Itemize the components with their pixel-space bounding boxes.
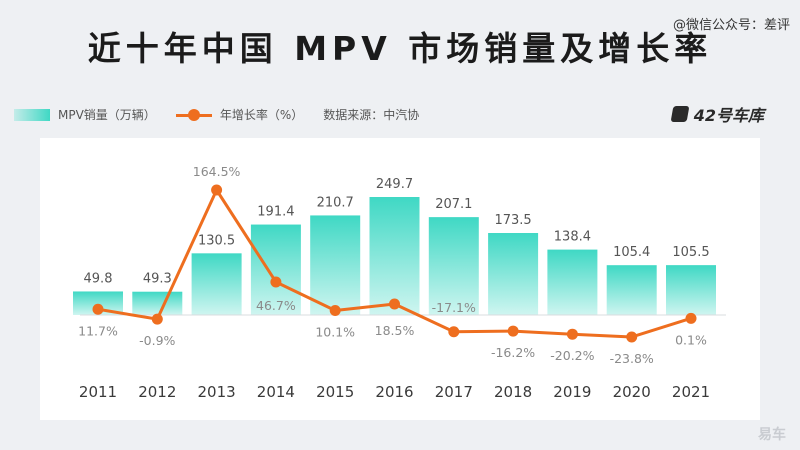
bar-2014 <box>250 224 301 315</box>
growth-value-label: 46.7% <box>256 298 296 313</box>
growth-value-label: 10.1% <box>315 325 355 340</box>
growth-value-label: 11.7% <box>78 323 118 338</box>
growth-point <box>507 325 519 337</box>
bar-2012 <box>132 291 183 315</box>
bar-value-label: 49.3 <box>143 272 172 287</box>
year-tick-label: 2014 <box>257 383 295 401</box>
bar-2015 <box>310 215 361 315</box>
legend-bar-label: MPV销量（万辆） <box>58 108 156 122</box>
bar-2011 <box>73 291 123 315</box>
growth-point <box>389 298 400 310</box>
legend-source: 数据来源：中汽协 <box>323 106 419 123</box>
growth-point <box>685 312 697 324</box>
bar-value-label: 210.7 <box>317 195 354 210</box>
legend-item-line: 年增长率（%） <box>175 106 304 123</box>
watermark-text: @微信公众号：差评 <box>672 18 790 33</box>
year-tick-label: 2021 <box>672 383 710 401</box>
growth-value-label: -0.9% <box>139 333 175 348</box>
year-tick-label: 2015 <box>316 383 354 401</box>
bar-value-label: 130.5 <box>198 233 235 248</box>
bar-2019 <box>547 249 598 315</box>
corner-logo: 易车 <box>758 427 786 443</box>
bar-2021 <box>666 265 716 315</box>
bar-2017 <box>428 217 479 315</box>
bar-value-label: 105.5 <box>672 245 709 260</box>
bar-swatch-icon <box>14 108 50 121</box>
year-tick-label: 2011 <box>79 383 117 401</box>
growth-point <box>270 276 282 288</box>
bar-2016 <box>369 197 420 315</box>
brand-logo: 42号车库 <box>670 102 764 126</box>
chart-panel: 49.8 2011 49.3 2012 130.5 2013 191.4 2014 210.7 2… <box>40 138 760 420</box>
year-tick-label: 2020 <box>613 383 651 401</box>
bar-2013 <box>191 253 242 315</box>
bar-value-label: 249.7 <box>376 177 413 192</box>
bar-value-label: 138.4 <box>554 230 591 245</box>
legend-line-label: 年增长率（%） <box>219 108 304 122</box>
bar-value-label: 173.5 <box>494 213 531 228</box>
growth-point <box>92 303 104 315</box>
legend-item-bar: MPV销量（万辆） <box>14 106 156 123</box>
brand-name: 42号车库 <box>693 106 764 125</box>
bar-2020 <box>606 265 657 315</box>
bar-value-label: 191.4 <box>257 205 294 220</box>
growth-value-label: 0.1% <box>675 332 707 347</box>
growth-value-label: -16.2% <box>491 345 535 360</box>
year-tick-label: 2018 <box>494 383 532 401</box>
year-tick-label: 2017 <box>435 383 473 401</box>
legend: MPV销量（万辆） 年增长率（%） 数据来源：中汽协 <box>14 106 431 123</box>
growth-value-label: -23.8% <box>610 351 654 366</box>
growth-point <box>151 313 163 325</box>
growth-point <box>448 326 460 338</box>
growth-value-label: 164.5% <box>193 164 241 179</box>
source-label: 数据来源：中汽协 <box>323 108 420 122</box>
bar-2018 <box>488 233 539 315</box>
year-tick-label: 2019 <box>553 383 591 401</box>
growth-point <box>626 331 638 343</box>
year-tick-label: 2012 <box>138 383 176 401</box>
line-swatch-icon <box>175 108 212 121</box>
bar-value-label: 105.4 <box>613 245 650 260</box>
year-tick-label: 2016 <box>375 383 413 401</box>
growth-value-label: -17.1% <box>432 300 476 315</box>
growth-value-label: 18.5% <box>375 323 415 338</box>
year-tick-label: 2013 <box>198 383 236 401</box>
growth-point <box>211 184 223 196</box>
growth-point <box>329 305 341 317</box>
bar-value-label: 49.8 <box>84 271 113 286</box>
brand-mark-icon <box>670 106 690 122</box>
chart-svg: 49.8 2011 49.3 2012 130.5 2013 191.4 2014 210.7 2… <box>73 164 726 401</box>
growth-value-label: -20.2% <box>550 348 594 363</box>
bar-value-label: 207.1 <box>435 197 472 212</box>
chart-title: 近十年中国 MPV 市场销量及增长率 <box>87 29 713 68</box>
growth-point <box>566 328 578 340</box>
